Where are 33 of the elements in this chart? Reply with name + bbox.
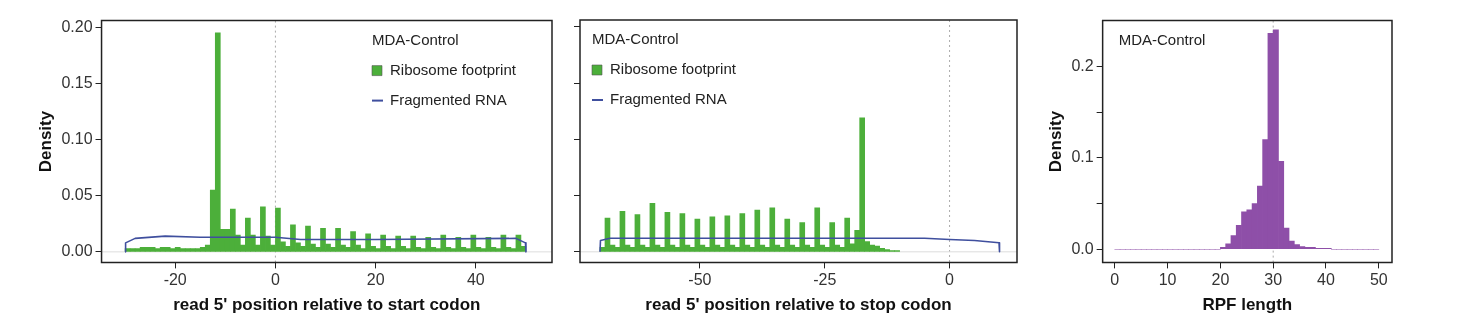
x-tick-label: 30 [1264,271,1283,289]
x-tick-label: 50 [1369,271,1388,289]
y-axis-title: Density [35,110,55,173]
x-tick-label: 40 [466,271,485,289]
legend-label: Fragmented RNA [610,90,727,108]
x-axis-title: read 5' position relative to start codon [173,295,481,315]
y-tick-label: 0.15 [61,73,93,91]
annotation: MDA-Control [1118,30,1206,48]
legend-label: Ribosome footprint [610,60,737,78]
y-axis-title: Density [1045,110,1065,173]
y-tick-label: 0.1 [1071,148,1094,166]
x-tick-label: 20 [366,271,385,289]
y-tick-label: 0.05 [61,186,93,204]
x-tick-label: 20 [1211,271,1230,289]
x-tick-label: 10 [1158,271,1177,289]
x-tick-label: -50 [688,271,712,289]
x-tick-label: -20 [163,271,187,289]
x-axis-title: read 5' position relative to stop codon [645,295,952,315]
legend-label: Fragmented RNA [390,90,507,108]
x-tick-label: 0 [270,271,280,289]
legend-title: MDA-Control [372,30,459,48]
y-tick-label: 0.20 [61,17,93,35]
x-tick-label: 0 [945,271,955,289]
legend-label: Ribosome footprint [390,60,517,78]
y-tick-label: 0.10 [61,130,93,147]
y-tick-label: 0.2 [1071,56,1094,74]
x-tick-label: 40 [1317,271,1335,289]
y-tick-label: 0.00 [61,242,93,260]
x-axis-title: RPF length [1202,295,1293,315]
x-tick-label: -25 [813,271,837,289]
y-tick-label: 0.0 [1071,239,1094,257]
x-tick-label: 0 [1110,271,1120,289]
legend-title: MDA-Control [592,30,679,48]
